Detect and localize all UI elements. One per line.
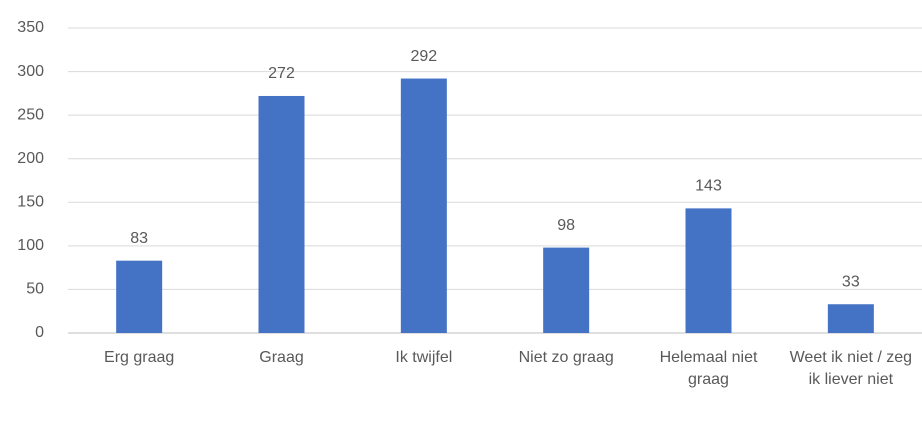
y-tick-label: 0: [35, 324, 44, 341]
data-label: 33: [842, 273, 860, 290]
bar: [827, 304, 874, 333]
y-tick-label: 350: [17, 19, 44, 36]
data-label: 272: [268, 65, 295, 82]
bar: [685, 208, 732, 333]
x-tick-label: Helemaal niet graag: [660, 349, 758, 388]
data-label: 292: [410, 48, 437, 65]
x-tick-label: Graag: [259, 349, 303, 366]
bar: [543, 247, 590, 333]
x-tick-label: Ik twijfel: [395, 349, 452, 366]
data-label: 83: [130, 230, 148, 247]
y-tick-label: 250: [17, 106, 44, 123]
y-tick-label: 50: [26, 281, 44, 298]
x-tick-label: Weet ik niet / zeg ik liever niet: [790, 349, 912, 388]
data-label: 143: [695, 178, 722, 195]
bar: [258, 95, 305, 333]
bar: [116, 260, 163, 333]
y-tick-label: 150: [17, 194, 44, 211]
x-tick-label: Niet zo graag: [519, 349, 614, 366]
y-tick-label: 100: [17, 237, 44, 254]
bar: [400, 78, 447, 334]
y-tick-label: 300: [17, 63, 44, 80]
data-label: 98: [557, 217, 575, 234]
x-tick-label: Erg graag: [104, 349, 174, 366]
y-tick-label: 200: [17, 150, 44, 167]
